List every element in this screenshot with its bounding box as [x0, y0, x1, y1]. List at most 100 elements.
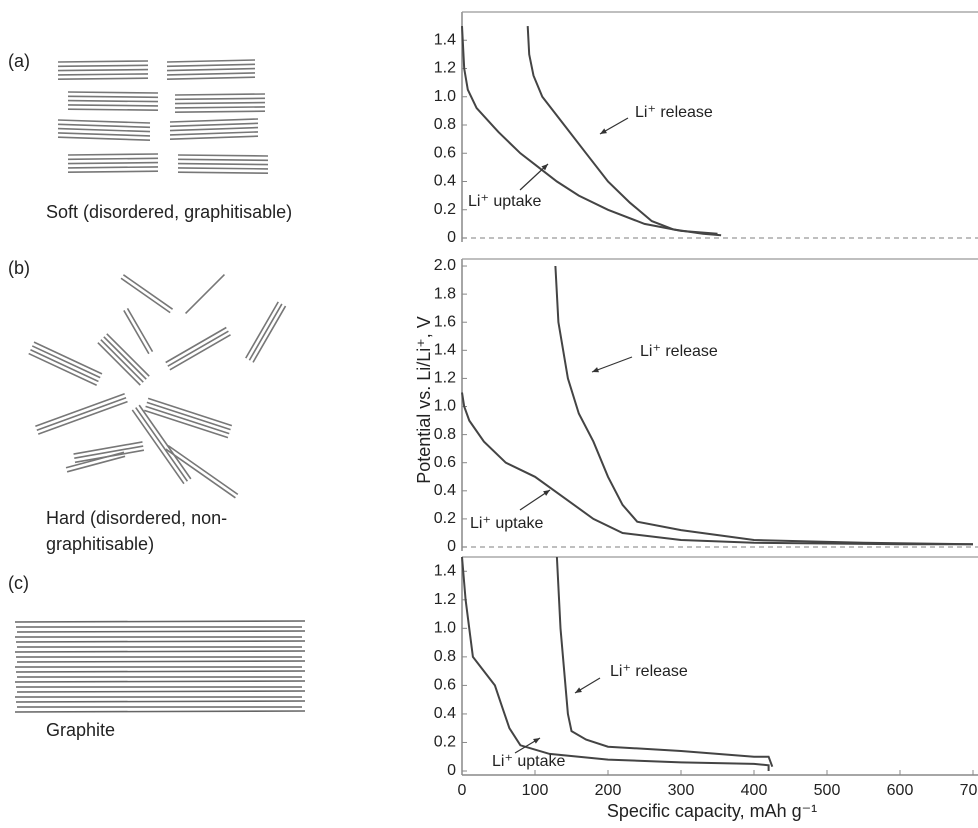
y-tick-label: 1.2 — [434, 370, 456, 387]
graphene-layer — [15, 670, 306, 673]
arrow-head — [543, 490, 550, 496]
graphene-layer — [57, 132, 151, 137]
graphene-layer — [169, 334, 231, 371]
arrow-head — [575, 687, 582, 693]
caption: Graphite — [46, 720, 115, 740]
graphene-layer — [166, 63, 256, 68]
graphene-layer — [57, 64, 149, 68]
graphene-layer — [67, 153, 159, 156]
y-tick-label: 0.8 — [434, 426, 456, 443]
x-tick-label: 100 — [522, 782, 549, 799]
y-tick-label: 0.6 — [434, 144, 456, 161]
graphene-layer — [135, 407, 189, 482]
graphene-layer — [33, 341, 103, 375]
graphene-layer — [67, 108, 159, 111]
graphene-layer — [167, 444, 239, 496]
graphene-layer — [122, 274, 174, 310]
graphene-layer — [67, 170, 159, 173]
graphene-layer — [145, 405, 230, 435]
graphene-layer — [248, 303, 283, 361]
y-tick-label: 0 — [447, 229, 456, 246]
potential-curve — [461, 26, 718, 235]
panel-label: (c) — [8, 573, 29, 593]
graphene-layer — [67, 99, 159, 103]
graphene-layer — [57, 136, 151, 141]
graphene-layer — [57, 68, 149, 72]
graphene-layer — [177, 158, 269, 162]
graphene-layer — [166, 72, 256, 76]
x-tick-label: 200 — [595, 782, 622, 799]
graphene-layer — [177, 171, 269, 174]
x-tick-label: 0 — [458, 782, 467, 799]
graphene-layer — [166, 67, 256, 72]
potential-curve — [526, 26, 722, 237]
graphene-layer — [106, 333, 150, 377]
y-tick-label: 0.2 — [434, 201, 456, 218]
graphene-layer — [174, 110, 266, 113]
graphene-layer — [146, 401, 231, 431]
curve-annotation: Li⁺ uptake — [468, 193, 541, 210]
graphene-layer — [169, 118, 259, 123]
graphene-layer — [31, 345, 101, 379]
graphene-layer — [57, 77, 149, 80]
graphene-layer — [169, 135, 259, 140]
y-tick-label: 1.4 — [434, 562, 456, 579]
y-tick-label: 1.6 — [434, 313, 456, 330]
graphene-layer — [97, 342, 141, 386]
arrow-head — [541, 164, 548, 171]
graphene-layer — [14, 620, 306, 623]
arrow-head — [592, 367, 599, 373]
y-tick-label: 0.8 — [434, 648, 456, 665]
graphene-layer — [57, 60, 149, 63]
panel-label: (a) — [8, 51, 30, 71]
caption: graphitisable) — [46, 534, 154, 554]
graphene-layer — [74, 445, 144, 460]
y-tick-label: 0.2 — [434, 734, 456, 751]
graphene-layer — [120, 277, 171, 314]
arrow-head — [600, 128, 607, 134]
graphene-layer — [67, 91, 159, 94]
y-tick-label: 0.8 — [434, 116, 456, 133]
graphene-layer — [131, 409, 185, 485]
potential-curve — [461, 392, 973, 546]
graphene-layer — [245, 301, 279, 359]
annotation-arrow — [591, 356, 633, 373]
y-tick-label: 0.4 — [434, 705, 456, 722]
caption: Soft (disordered, graphitisable) — [46, 202, 292, 222]
graphene-layer — [144, 409, 229, 439]
graphene-layer — [67, 157, 159, 161]
y-tick-label: 0.6 — [434, 677, 456, 694]
graphene-layer — [177, 167, 269, 170]
y-tick-label: 0.6 — [434, 454, 456, 471]
graphene-layer — [103, 336, 147, 380]
y-tick-label: 2.0 — [434, 257, 456, 274]
graphene-layer — [67, 166, 159, 169]
y-tick-label: 1.8 — [434, 285, 456, 302]
graphene-layer — [73, 441, 143, 455]
curve-annotation: Li⁺ release — [640, 343, 718, 360]
graphene-layer — [36, 396, 127, 431]
potential-curve — [461, 556, 770, 771]
graphene-layer — [67, 161, 159, 165]
y-tick-label: 1.2 — [434, 60, 456, 77]
y-tick-label: 1.0 — [434, 398, 456, 415]
arrow-head — [533, 738, 540, 744]
caption: Hard (disordered, non- — [46, 508, 227, 528]
y-tick-label: 1.0 — [434, 620, 456, 637]
graphene-layer — [57, 127, 151, 133]
graphene-layer — [57, 123, 151, 129]
potential-curve — [555, 556, 774, 768]
graphene-layer — [16, 660, 306, 663]
graphene-layer — [174, 101, 266, 105]
graphene-layer — [147, 397, 233, 427]
graphene-layer — [14, 710, 306, 713]
curve-annotation: Li⁺ release — [610, 663, 688, 680]
y-tick-label: 1.4 — [434, 31, 456, 48]
graphene-layer — [16, 630, 306, 633]
graphene-layer — [123, 310, 150, 355]
graphene-layer — [67, 104, 159, 107]
graphene-layer — [184, 273, 226, 315]
graphene-layer — [65, 451, 125, 469]
y-tick-label: 0.4 — [434, 173, 456, 190]
